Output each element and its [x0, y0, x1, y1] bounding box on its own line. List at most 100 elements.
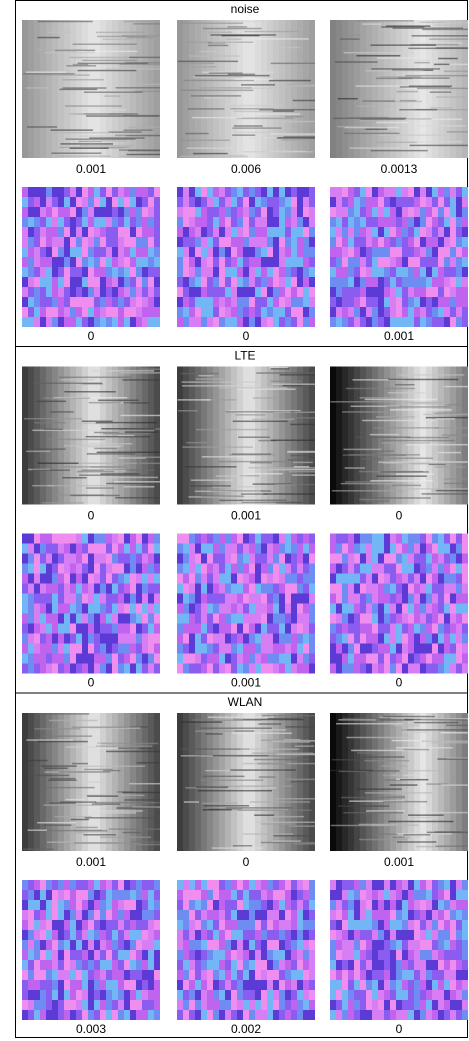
image-texel [58, 930, 64, 940]
image-texel [255, 643, 261, 654]
image-texel [22, 623, 28, 634]
image-texel [378, 663, 384, 674]
image-texel [106, 663, 112, 674]
image-texel [183, 643, 189, 654]
image-texel [420, 287, 426, 297]
image-texel [142, 970, 148, 980]
image-texel [360, 930, 366, 940]
image-texel [201, 297, 207, 307]
image-streak [232, 127, 282, 129]
image-streak [289, 417, 315, 419]
image-texel [70, 880, 76, 890]
image-texel [195, 267, 201, 277]
image-texel [28, 643, 34, 654]
image-texel [70, 227, 76, 237]
image-texel [52, 643, 58, 654]
image-texel [444, 277, 450, 287]
image-band [219, 366, 225, 505]
image-texel [255, 990, 261, 1000]
image-texel [261, 1010, 267, 1020]
image-texel [360, 900, 366, 910]
image-texel [450, 930, 456, 940]
image-texel [213, 970, 219, 980]
image-texel [213, 643, 219, 654]
image-texel [231, 197, 237, 207]
image-texel [291, 920, 297, 930]
image-streak [37, 713, 90, 715]
image-texel [456, 187, 462, 197]
image-texel [243, 317, 249, 327]
image-texel [273, 880, 279, 890]
image-texel [402, 910, 408, 920]
image-streak [359, 120, 379, 122]
image-texel [438, 247, 444, 257]
image-texel [225, 573, 231, 584]
image-texel [106, 653, 112, 664]
image-texel [420, 663, 426, 674]
image-texel [396, 623, 402, 634]
image-texel [148, 990, 154, 1000]
image-texel [438, 593, 444, 604]
image-texel [426, 960, 432, 970]
image-texel [124, 623, 130, 634]
image-texel [348, 960, 354, 970]
image-texel [384, 543, 390, 554]
image-texel [189, 653, 195, 664]
image-streak [203, 27, 262, 30]
image-texel [291, 643, 297, 654]
image-streak [395, 383, 415, 386]
image-texel [124, 227, 130, 237]
image-band [130, 713, 136, 851]
image-streak [70, 818, 89, 821]
image-streak [81, 420, 113, 423]
image-texel [243, 603, 249, 614]
image-texel [82, 603, 88, 614]
image-texel [154, 583, 160, 594]
image-texel [303, 623, 309, 634]
image-streak [240, 493, 268, 495]
image-texel [408, 960, 414, 970]
image-texel [273, 940, 279, 950]
image-texel [76, 563, 82, 574]
image-texel [408, 940, 414, 950]
image-texel [456, 593, 462, 604]
image-band [279, 20, 285, 158]
image-texel [118, 217, 124, 227]
image-texel [267, 980, 273, 990]
image-texel [106, 197, 112, 207]
image-texel [384, 990, 390, 1000]
image-texel [402, 197, 408, 207]
image-texel [70, 643, 76, 654]
image-texel [249, 247, 255, 257]
image-streak [261, 823, 296, 825]
image-texel [372, 603, 378, 614]
image-texel [249, 197, 255, 207]
image-texel [303, 593, 309, 604]
image-texel [273, 890, 279, 900]
image-band [309, 366, 315, 505]
image-texel [225, 930, 231, 940]
image-texel [273, 317, 279, 327]
image-texel [34, 237, 40, 247]
image-texel [237, 950, 243, 960]
image-texel [408, 533, 414, 544]
image-texel [444, 197, 450, 207]
image-texel [456, 317, 462, 327]
image-texel [273, 573, 279, 584]
image-texel [297, 533, 303, 544]
image-texel [291, 593, 297, 604]
image-streak [271, 439, 315, 442]
image-texel [360, 960, 366, 970]
image-streak [185, 132, 209, 135]
image-texel [40, 237, 46, 247]
image-texel [118, 543, 124, 554]
image-texel [124, 197, 130, 207]
image-texel [231, 543, 237, 554]
image-texel [255, 593, 261, 604]
image-texel [462, 307, 468, 317]
image-texel [231, 247, 237, 257]
image-texel [408, 880, 414, 890]
image-texel [237, 920, 243, 930]
image-texel [70, 970, 76, 980]
image-band [225, 20, 231, 158]
